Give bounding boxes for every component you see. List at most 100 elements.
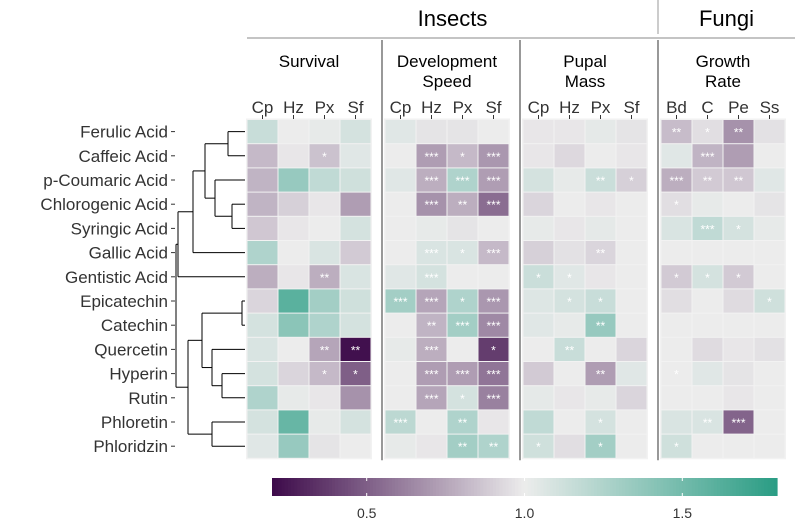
heatmap-cell [754, 216, 785, 240]
significance-label: * [705, 126, 710, 140]
legend-gradient-step [543, 478, 548, 496]
significance-label: ** [703, 416, 713, 430]
heatmap-cell [278, 386, 309, 410]
heatmap-cell [585, 265, 616, 289]
heatmap-cell [385, 337, 416, 361]
legend-gradient-step [347, 478, 352, 496]
significance-label: * [598, 440, 603, 454]
legend-gradient-step [508, 478, 513, 496]
legend-gradient-step [767, 478, 772, 496]
heatmap-cell [309, 337, 340, 361]
legend-gradient-step [306, 478, 311, 496]
significance-label: * [536, 271, 541, 285]
significance-label: *** [455, 174, 469, 188]
heatmap-cell [309, 410, 340, 434]
heatmap-cell [661, 337, 692, 361]
heatmap-cell [447, 289, 478, 313]
legend-gradient-step [533, 478, 538, 496]
heatmap-cell [340, 265, 371, 289]
legend-gradient-step [407, 478, 412, 496]
legend-gradient-step [710, 478, 715, 496]
legend-gradient-step [331, 478, 336, 496]
legend-gradient-step [486, 478, 491, 496]
heatmap-cell [692, 216, 723, 240]
dendrogram [175, 131, 245, 447]
legend-gradient-step [461, 478, 466, 496]
column-labels: Cp Hz Px Sf Cp Hz Px Sf Cp Hz Px Sf Bd C Pe Ss [252, 98, 779, 119]
legend-gradient-step [303, 478, 308, 496]
legend-gradient-step [335, 478, 339, 496]
heatmap-cell [340, 289, 371, 313]
heatmap-cell [616, 265, 647, 289]
heatmap-cell [523, 434, 554, 458]
heatmap-cell [554, 192, 585, 216]
significance-label: ** [458, 440, 468, 454]
heatmap-cell [478, 265, 509, 289]
legend-gradient-step [735, 478, 740, 496]
heatmap-cell [247, 313, 278, 337]
legend-gradient-step [499, 478, 504, 496]
legend-gradient-step [477, 478, 481, 496]
column-label: Sf [347, 98, 363, 117]
heatmap-cell [447, 410, 478, 434]
heatmap-cell [554, 337, 585, 361]
heatmap-cell [754, 192, 785, 216]
legend-gradient-step [751, 478, 756, 496]
legend-gradient-step [404, 478, 409, 496]
heatmap-cell [309, 434, 340, 458]
significance-label: *** [486, 150, 500, 164]
heatmap-cell [478, 216, 509, 240]
heatmap-cell [585, 362, 616, 386]
legend-gradient-step [571, 478, 576, 496]
panel-title: Speed [422, 72, 471, 91]
legend-gradient-step [300, 478, 305, 496]
heatmap-cell [309, 144, 340, 168]
legend-gradient-step [720, 478, 724, 496]
heatmap-cell [416, 168, 447, 192]
heatmap-cell [478, 289, 509, 313]
legend-gradient-step [770, 478, 775, 496]
legend-gradient-step [754, 478, 759, 496]
legend-gradient-step [341, 478, 346, 496]
significance-label: ** [427, 319, 437, 333]
heatmap-cell [416, 434, 447, 458]
legend-gradient-step [565, 478, 570, 496]
heatmap-cell [278, 241, 309, 265]
heatmap-cell [754, 434, 785, 458]
legend-gradient-step [679, 478, 683, 496]
legend-gradient-step [556, 478, 560, 496]
legend-gradient-step [552, 478, 557, 496]
heatmap-cell [340, 120, 371, 144]
significance-label: * [629, 174, 634, 188]
heatmap-cell [340, 410, 371, 434]
significance-label: *** [700, 222, 714, 236]
panel-title: Pupal [563, 52, 606, 71]
heatmap-cell [661, 313, 692, 337]
legend-gradient-step [559, 478, 563, 496]
heatmap-cell [754, 120, 785, 144]
heatmap-cell [447, 192, 478, 216]
heatmap-cell [385, 362, 416, 386]
legend-gradient-step [619, 478, 623, 496]
heatmap-cell [723, 192, 754, 216]
legend-gradient-step [272, 478, 276, 496]
significance-label: *** [424, 295, 438, 309]
heatmap-cell [585, 168, 616, 192]
legend-gradient-step [672, 478, 677, 496]
legend-gradient-step [432, 478, 437, 496]
significance-label: * [460, 247, 465, 261]
group-label: Fungi [699, 6, 754, 31]
heatmap-cell [416, 216, 447, 240]
heatmap-cell [478, 386, 509, 410]
significance-label: * [491, 343, 496, 357]
legend-gradient-step [470, 478, 475, 496]
legend-gradient-step [650, 478, 655, 496]
column-label: Bd [666, 98, 687, 117]
legend-gradient-step [357, 478, 361, 496]
legend-gradient-step [420, 478, 425, 496]
heatmap-cell [447, 386, 478, 410]
heatmap-cell [616, 168, 647, 192]
heatmap-cell [385, 144, 416, 168]
row-label: Ferulic Acid [80, 123, 168, 142]
legend-gradient-step [464, 478, 469, 496]
